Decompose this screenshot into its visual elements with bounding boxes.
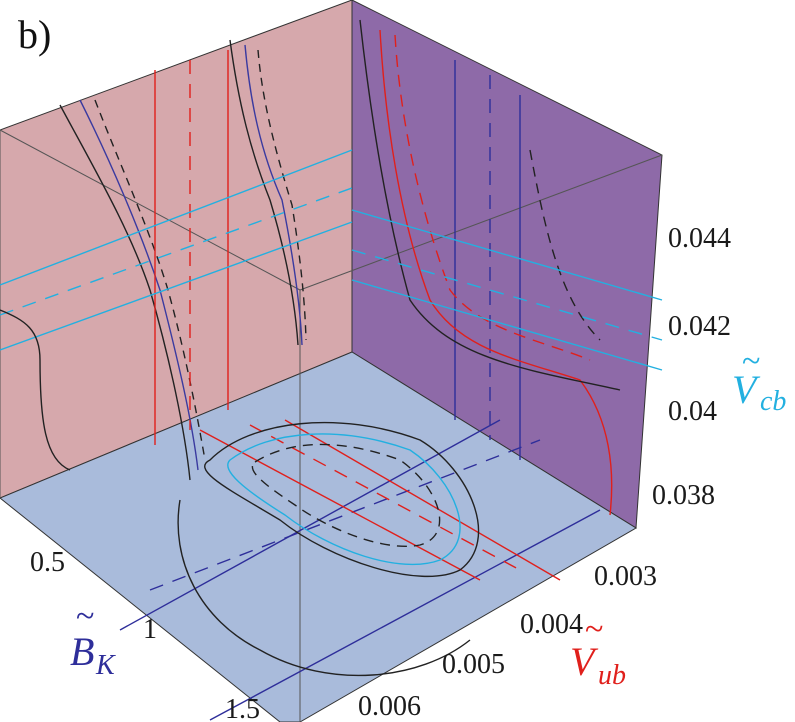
right-wall-contours	[351, 19, 663, 516]
vcb-tick-0.044: 0.044	[668, 223, 731, 254]
bk-axis-title: B	[70, 629, 94, 674]
floor-contours	[119, 419, 601, 721]
vcb-tilde: ~	[742, 343, 760, 380]
vub-ticks: 0.003 0.004 0.005 0.006	[358, 561, 657, 722]
vcb-axis-title: V	[732, 367, 761, 412]
vub-tick-0.003: 0.003	[594, 561, 657, 592]
bk-tick-1: 1	[143, 614, 157, 645]
bk-ticks: 0.5 1 1.5	[30, 547, 260, 722]
vub-axis-title: V	[570, 639, 599, 684]
bk-tick-1.5: 1.5	[225, 694, 260, 722]
bk-tilde: ~	[76, 598, 94, 635]
left-contour-outer-black	[59, 104, 191, 481]
panel-label: b)	[18, 12, 51, 57]
bk-tick-0.5: 0.5	[30, 547, 65, 578]
vub-tick-0.005: 0.005	[442, 649, 505, 680]
vub-axis-subscript: ub	[598, 660, 626, 691]
vcb-ticks: 0.044 0.042 0.04 0.038	[652, 223, 731, 511]
vub-tick-0.006: 0.006	[358, 691, 421, 722]
vub-tilde: ~	[585, 611, 603, 648]
vcb-tick-0.042: 0.042	[668, 311, 731, 342]
vcb-axis-subscript: cb	[760, 386, 786, 417]
box-edges	[0, 129, 663, 722]
vcb-tick-0.04: 0.04	[668, 396, 717, 427]
bk-axis-subscript: K	[95, 650, 116, 681]
vub-tick-0.004: 0.004	[520, 609, 583, 640]
vcb-tick-0.038: 0.038	[652, 480, 715, 511]
left-wall-contours	[0, 39, 353, 481]
